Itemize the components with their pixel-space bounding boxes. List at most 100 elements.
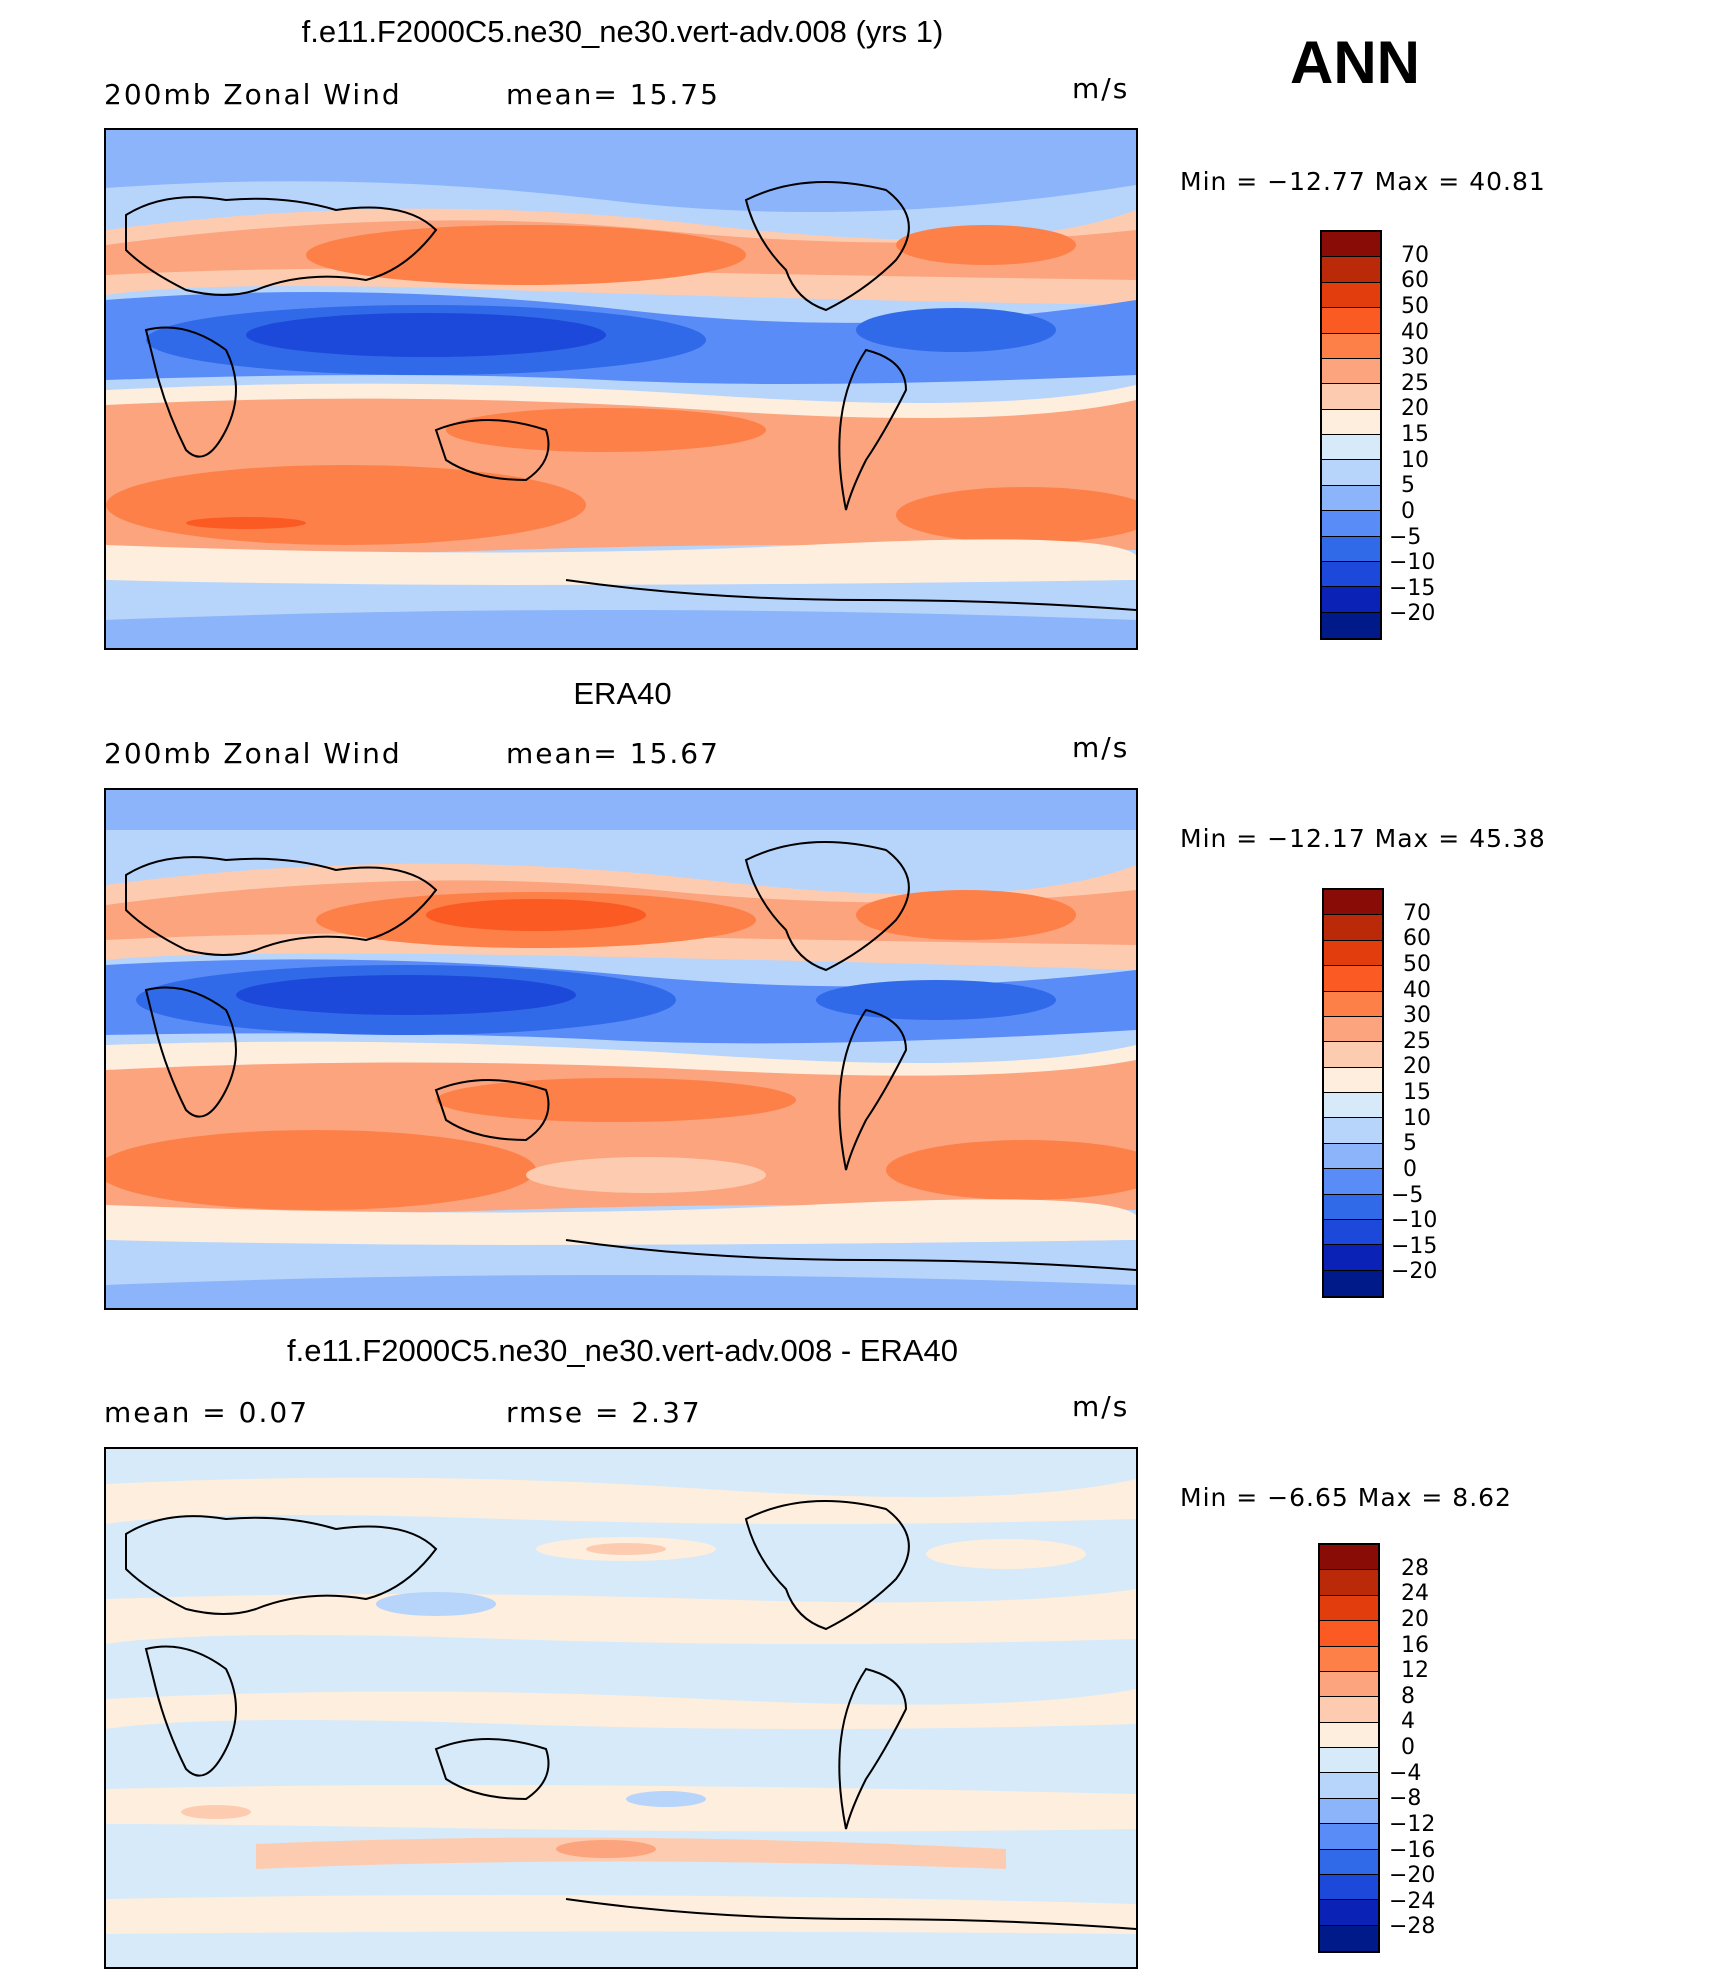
colorbar-swatch [1320,1646,1378,1672]
colorbar-swatch [1324,890,1382,916]
panel-3-rmse-label: rmse = 2.37 [506,1396,702,1429]
colorbar-level-label: −4 [1389,1760,1422,1786]
colorbar-swatch [1324,1245,1382,1271]
colorbar-level-label: −5 [1391,1182,1424,1208]
panel-2-minmax: Min = −12.17 Max = 45.38 [1180,824,1546,853]
colorbar-level-label: 30 [1403,1003,1431,1029]
colorbar-level-label: 12 [1401,1658,1429,1684]
season-label: ANN [1290,29,1420,96]
colorbar-swatch [1324,1118,1382,1144]
colorbar-level-label: 50 [1401,293,1429,319]
panel-2-contour-field [106,790,1136,1308]
colorbar-level-label: 20 [1401,396,1429,422]
colorbar-swatch [1322,561,1380,588]
panel-1-title: f.e11.F2000C5.ne30_ne30.vert-adv.008 (yr… [301,14,944,49]
colorbar-level-label: −20 [1389,601,1436,627]
colorbar-level-label: 70 [1403,900,1431,926]
colorbar-swatch [1324,991,1382,1017]
colorbar-swatch [1324,1093,1382,1119]
colorbar-level-label: 60 [1401,268,1429,294]
colorbar-swatch [1320,1824,1378,1850]
colorbar-level-label: −12 [1389,1811,1436,1837]
colorbar-level-label: 4 [1401,1709,1415,1735]
colorbar-swatch [1324,966,1382,992]
colorbar-swatch [1320,1671,1378,1698]
colorbar-swatch [1320,1874,1378,1901]
panel-1-mean-label: mean= 15.75 [506,78,720,111]
colorbar-level-label: −15 [1389,575,1436,601]
colorbar-level-label: −15 [1391,1233,1438,1259]
colorbar-level-label: 40 [1403,977,1431,1003]
colorbar-swatch [1320,1900,1378,1926]
panel-2-mean-label: mean= 15.67 [506,737,720,770]
colorbar-swatch [1320,1798,1378,1825]
colorbar-swatch [1322,232,1380,258]
colorbar-level-label: 5 [1403,1131,1417,1157]
colorbar-swatch [1324,915,1382,941]
colorbar-swatch [1320,1748,1378,1774]
panel-2-colorbar [1322,888,1384,1298]
colorbar-level-label: 30 [1401,345,1429,371]
colorbar-swatch [1322,485,1380,512]
colorbar-level-label: −24 [1389,1888,1436,1914]
panel-3-map [104,1447,1138,1969]
colorbar-level-label: 40 [1401,319,1429,345]
colorbar-level-label: 0 [1401,498,1415,524]
colorbar-level-label: 10 [1401,447,1429,473]
colorbar-swatch [1324,1067,1382,1093]
colorbar-swatch [1320,1570,1378,1596]
colorbar-swatch [1322,257,1380,283]
colorbar-swatch [1324,1270,1382,1296]
colorbar-level-label: −8 [1389,1786,1422,1812]
colorbar-level-label: 20 [1401,1606,1429,1632]
colorbar-level-label: 60 [1403,926,1431,952]
colorbar-level-label: 0 [1401,1735,1415,1760]
colorbar-level-label: −20 [1391,1259,1438,1285]
colorbar-swatch [1322,511,1380,537]
colorbar-swatch [1322,358,1380,385]
panel-2-map [104,788,1138,1310]
colorbar-swatch [1320,1697,1378,1723]
colorbar-level-label: −10 [1391,1208,1438,1234]
panel-1-colorbar [1320,230,1382,640]
colorbar-level-label: 16 [1401,1632,1429,1658]
colorbar-swatch [1320,1773,1378,1799]
colorbar-swatch [1324,940,1382,967]
colorbar-swatch [1322,587,1380,613]
panel-3-colorbar-labels: 28 24 20 16 12 8 4 0 −4 −8 −12 −16 −20 −24 −28 [1389,1543,1495,1953]
colorbar-level-label: 50 [1403,951,1431,977]
colorbar-swatch [1320,1545,1378,1571]
colorbar-swatch [1322,384,1380,410]
panel-3-units: m/s [1072,1390,1130,1423]
panel-2-title: ERA40 [573,676,672,711]
panel-3-contour-field [106,1449,1136,1967]
panel-1-colorbar-labels: 70 60 50 40 30 25 20 15 10 5 0 −5 −10 −15 −20 [1389,230,1495,640]
colorbar-swatch [1322,612,1380,638]
colorbar-level-label: 25 [1401,370,1429,396]
colorbar-swatch [1320,1849,1378,1875]
colorbar-swatch [1324,1016,1382,1043]
colorbar-swatch [1320,1595,1378,1622]
colorbar-swatch [1320,1722,1378,1748]
colorbar-level-label: 8 [1401,1683,1415,1709]
panel-1-contour-field [106,130,1136,648]
colorbar-swatch [1320,1621,1378,1647]
colorbar-level-label: 20 [1403,1054,1431,1080]
colorbar-level-label: 10 [1403,1105,1431,1131]
colorbar-level-label: −5 [1389,524,1422,550]
colorbar-swatch [1322,435,1380,461]
panel-2-units: m/s [1072,731,1130,764]
colorbar-swatch [1322,282,1380,309]
colorbar-level-label: 70 [1401,242,1429,268]
colorbar-level-label: 15 [1403,1080,1431,1105]
panel-3-colorbar [1318,1543,1380,1953]
panel-1-units: m/s [1072,72,1130,105]
colorbar-swatch [1322,308,1380,334]
colorbar-swatch [1322,409,1380,435]
panel-1-map [104,128,1138,650]
panel-3-minmax: Min = −6.65 Max = 8.62 [1180,1483,1512,1512]
colorbar-level-label: 28 [1401,1555,1429,1581]
colorbar-level-label: 15 [1401,422,1429,447]
colorbar-level-label: −20 [1389,1863,1436,1889]
colorbar-swatch [1324,1219,1382,1246]
